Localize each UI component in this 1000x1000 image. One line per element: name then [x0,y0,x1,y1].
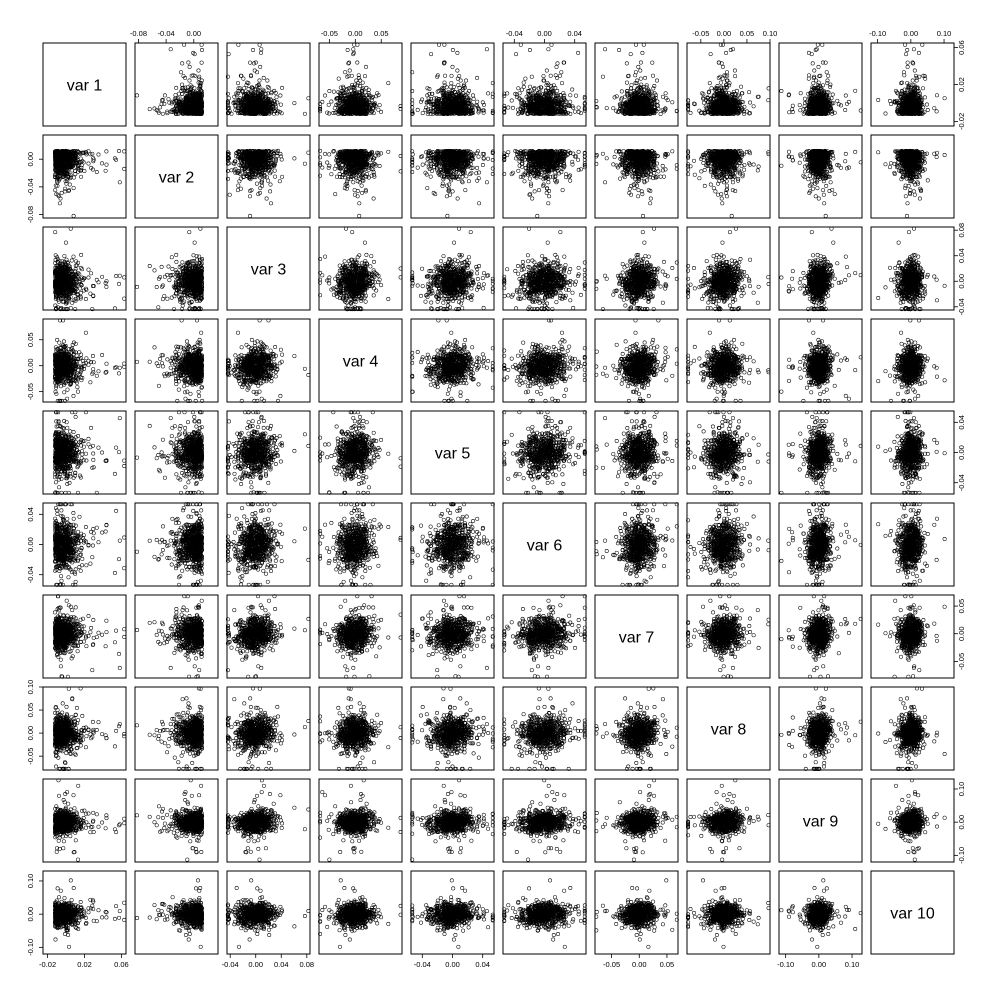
data-point [168,101,171,104]
data-point [303,112,306,115]
data-point [180,83,183,86]
data-point [200,43,203,46]
data-point [169,48,172,51]
data-point [193,87,196,90]
data-point [158,106,161,109]
data-point [179,71,182,74]
panel-frame [227,43,310,126]
panel-r1-c3 [226,43,310,126]
data-point [188,79,191,82]
data-point [181,62,184,65]
data-point [259,65,262,68]
data-point [187,61,190,64]
data-point [182,43,185,46]
data-point [135,94,138,97]
data-point [188,65,191,68]
data-point [200,61,203,64]
data-point [200,48,203,51]
data-point [167,98,170,101]
data-point [163,94,166,97]
panel-r1-c1: var 1 [43,43,126,126]
data-point [161,112,164,115]
data-point [175,86,178,89]
data-point [148,107,151,110]
data-point [197,69,200,72]
diagonal-label: var 1 [67,78,103,95]
panel-r1-c2 [135,43,218,126]
data-point [174,93,177,96]
